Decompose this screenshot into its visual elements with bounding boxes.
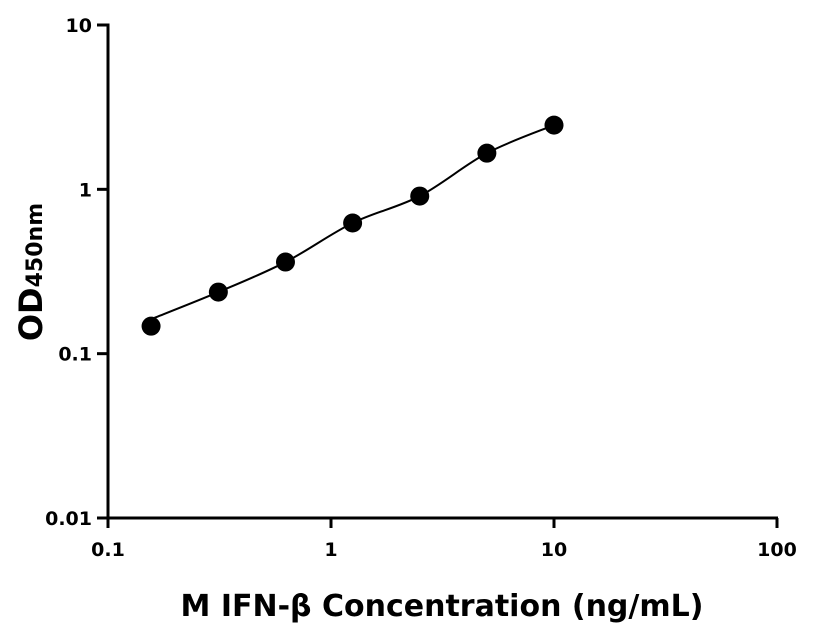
y-tick-label: 10 [66, 15, 92, 37]
y-tick-label: 0.1 [58, 344, 92, 366]
y-axis-label: OD450nm [12, 203, 50, 341]
x-tick-label: 0.1 [91, 539, 125, 561]
data-point [410, 186, 430, 206]
x-axis-label: M IFN-β Concentration (ng/mL) [181, 589, 704, 624]
y-axis-label-main: OD [12, 287, 50, 341]
y-axis-label-subscript: 450nm [23, 203, 48, 288]
y-tick-label: 0.01 [45, 508, 92, 530]
x-tick-label: 1 [324, 539, 337, 561]
data-point [275, 252, 295, 272]
y-tick-label: 1 [79, 179, 92, 201]
x-tick-label: 100 [757, 539, 797, 561]
data-point [141, 316, 161, 336]
x-tick-label: 10 [541, 539, 567, 561]
data-point [343, 213, 363, 233]
data-point [477, 143, 497, 163]
data-point [208, 282, 228, 302]
data-point [544, 115, 564, 135]
